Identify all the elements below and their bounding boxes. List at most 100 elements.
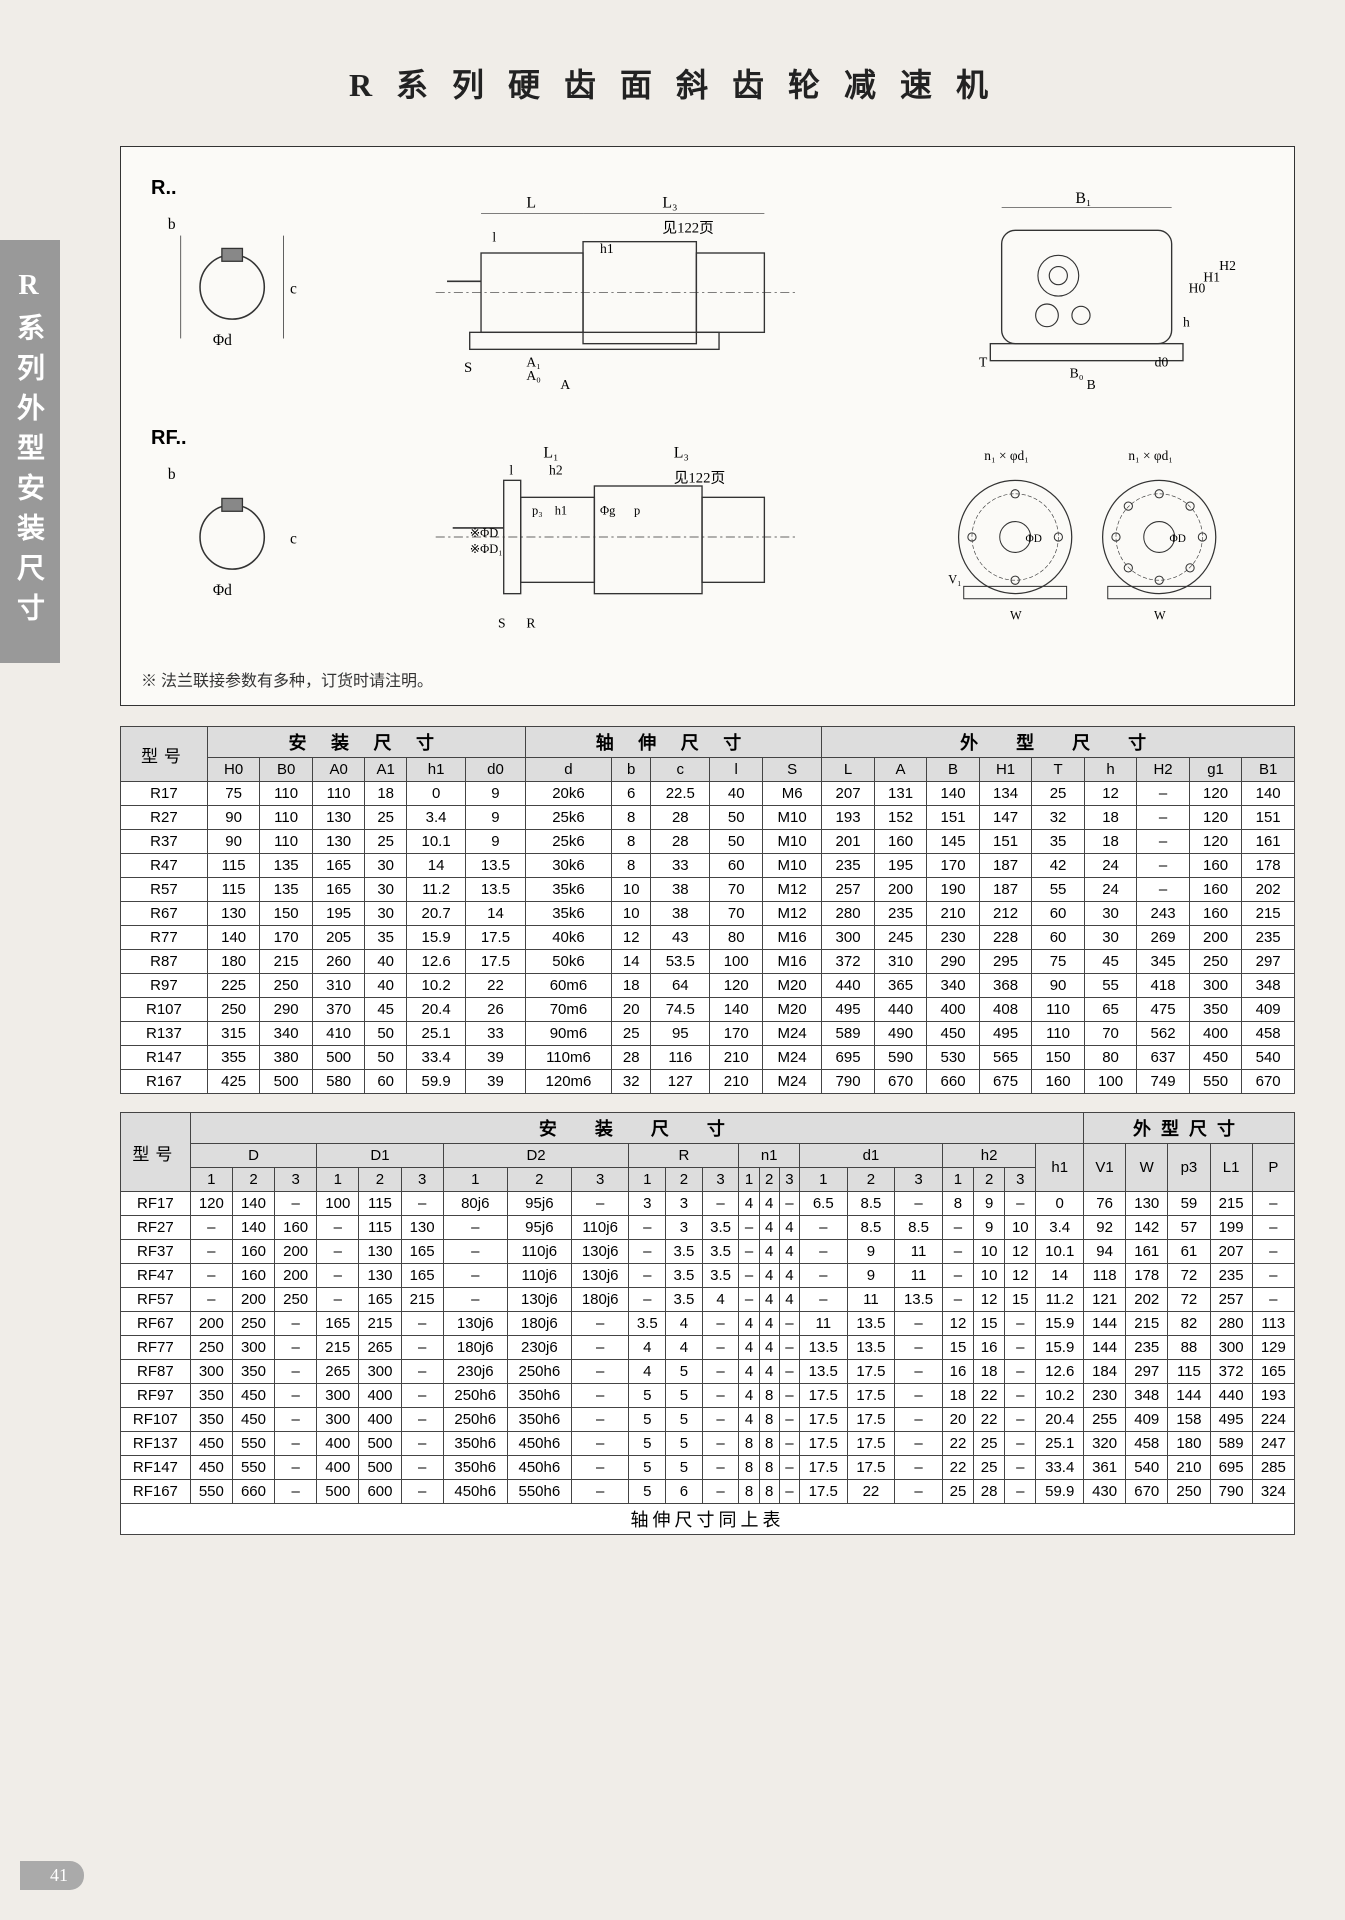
data-cell: 178: [1126, 1264, 1168, 1288]
data-cell: –: [942, 1216, 973, 1240]
data-cell: 50k6: [525, 950, 612, 974]
data-cell: 14: [1036, 1264, 1084, 1288]
data-cell: –: [1137, 854, 1190, 878]
data-cell: 110m6: [525, 1046, 612, 1070]
table-row: RF47–160200–130165–110j6130j6–3.53.5–44–…: [121, 1264, 1295, 1288]
data-cell: 8: [942, 1192, 973, 1216]
data-cell: 8.5: [895, 1216, 943, 1240]
model-cell: RF27: [121, 1216, 191, 1240]
data-cell: M10: [762, 830, 821, 854]
data-cell: 450: [232, 1384, 274, 1408]
data-cell: –: [1005, 1312, 1036, 1336]
data-cell: 5: [629, 1408, 666, 1432]
data-cell: –: [443, 1288, 507, 1312]
data-cell: 295: [979, 950, 1032, 974]
data-cell: 590: [874, 1046, 927, 1070]
data-cell: 550: [232, 1456, 274, 1480]
table-row: RF17120140–100115–80j695j6–33–44–6.58.5–…: [121, 1192, 1295, 1216]
data-cell: –: [1005, 1432, 1036, 1456]
data-cell: 790: [1210, 1480, 1252, 1504]
data-cell: 265: [317, 1360, 359, 1384]
data-cell: 4: [666, 1336, 703, 1360]
data-cell: –: [779, 1456, 799, 1480]
data-cell: 50: [365, 1046, 407, 1070]
data-cell: M12: [762, 878, 821, 902]
data-cell: 5: [629, 1456, 666, 1480]
t1-col: c: [651, 758, 710, 782]
data-cell: M12: [762, 902, 821, 926]
data-cell: 25: [612, 1022, 651, 1046]
data-cell: 297: [1126, 1360, 1168, 1384]
data-cell: 550: [232, 1432, 274, 1456]
data-cell: 130: [401, 1216, 443, 1240]
data-cell: 589: [822, 1022, 875, 1046]
data-cell: 190: [927, 878, 980, 902]
data-cell: 14: [612, 950, 651, 974]
shaft-end-drawing: b c Φd: [155, 185, 309, 389]
data-cell: 495: [979, 1022, 1032, 1046]
data-cell: –: [702, 1192, 739, 1216]
data-cell: 8: [759, 1408, 779, 1432]
data-cell: 8: [612, 806, 651, 830]
data-cell: 16: [942, 1360, 973, 1384]
data-cell: 13.5: [799, 1360, 847, 1384]
data-cell: 25.1: [1036, 1432, 1084, 1456]
data-cell: 418: [1137, 974, 1190, 998]
data-cell: 95j6: [507, 1192, 571, 1216]
data-cell: 17.5: [466, 926, 525, 950]
data-cell: –: [702, 1312, 739, 1336]
data-cell: 110: [1032, 1022, 1085, 1046]
data-cell: –: [702, 1432, 739, 1456]
t2-sub: 3: [895, 1168, 943, 1192]
data-cell: 670: [1126, 1480, 1168, 1504]
data-cell: –: [571, 1384, 629, 1408]
data-cell: 25k6: [525, 830, 612, 854]
t2-group: D2: [443, 1144, 629, 1168]
data-cell: 10.1: [1036, 1240, 1084, 1264]
data-cell: –: [401, 1360, 443, 1384]
t1-col: B: [927, 758, 980, 782]
data-cell: –: [1005, 1480, 1036, 1504]
data-cell: 230j6: [443, 1360, 507, 1384]
data-cell: 11.2: [1036, 1288, 1084, 1312]
data-cell: 22: [847, 1480, 895, 1504]
data-cell: M6: [762, 782, 821, 806]
data-cell: 8: [759, 1432, 779, 1456]
data-cell: 8: [612, 854, 651, 878]
data-cell: –: [401, 1408, 443, 1432]
diagram-box: R.. b c Φd L L₃: [120, 146, 1295, 706]
data-cell: 348: [1126, 1384, 1168, 1408]
table-row: R1373153404105025.13390m62595170M2458949…: [121, 1022, 1295, 1046]
data-cell: 160: [232, 1264, 274, 1288]
data-cell: 14: [406, 854, 465, 878]
data-cell: 90m6: [525, 1022, 612, 1046]
data-cell: 210: [710, 1070, 763, 1094]
svg-text:c: c: [290, 530, 297, 547]
table-row: R1473553805005033.439110m628116210M24695…: [121, 1046, 1295, 1070]
data-cell: 495: [822, 998, 875, 1022]
data-cell: 130: [312, 806, 365, 830]
data-cell: 80: [1084, 1046, 1137, 1070]
t2-sub: 3: [1005, 1168, 1036, 1192]
data-cell: 8: [739, 1456, 759, 1480]
data-cell: 235: [1242, 926, 1295, 950]
data-cell: 9: [847, 1264, 895, 1288]
side-tab: R系列外型安装尺寸: [0, 240, 60, 663]
data-cell: 550: [1189, 1070, 1242, 1094]
data-cell: –: [317, 1264, 359, 1288]
data-cell: 40: [365, 950, 407, 974]
data-cell: 57: [1168, 1216, 1210, 1240]
data-cell: 82: [1168, 1312, 1210, 1336]
data-cell: 30: [1084, 926, 1137, 950]
data-cell: 210: [1168, 1456, 1210, 1480]
data-cell: 25k6: [525, 806, 612, 830]
model-cell: R67: [121, 902, 208, 926]
data-cell: 140: [207, 926, 260, 950]
data-cell: 3.5: [629, 1312, 666, 1336]
data-cell: 265: [359, 1336, 401, 1360]
shaft-end-drawing-rf: b c Φd: [155, 435, 309, 639]
data-cell: 13.5: [799, 1336, 847, 1360]
t2-sec-install: 安 装 尺 寸: [190, 1113, 1083, 1144]
data-cell: 5: [629, 1480, 666, 1504]
data-cell: –: [779, 1312, 799, 1336]
